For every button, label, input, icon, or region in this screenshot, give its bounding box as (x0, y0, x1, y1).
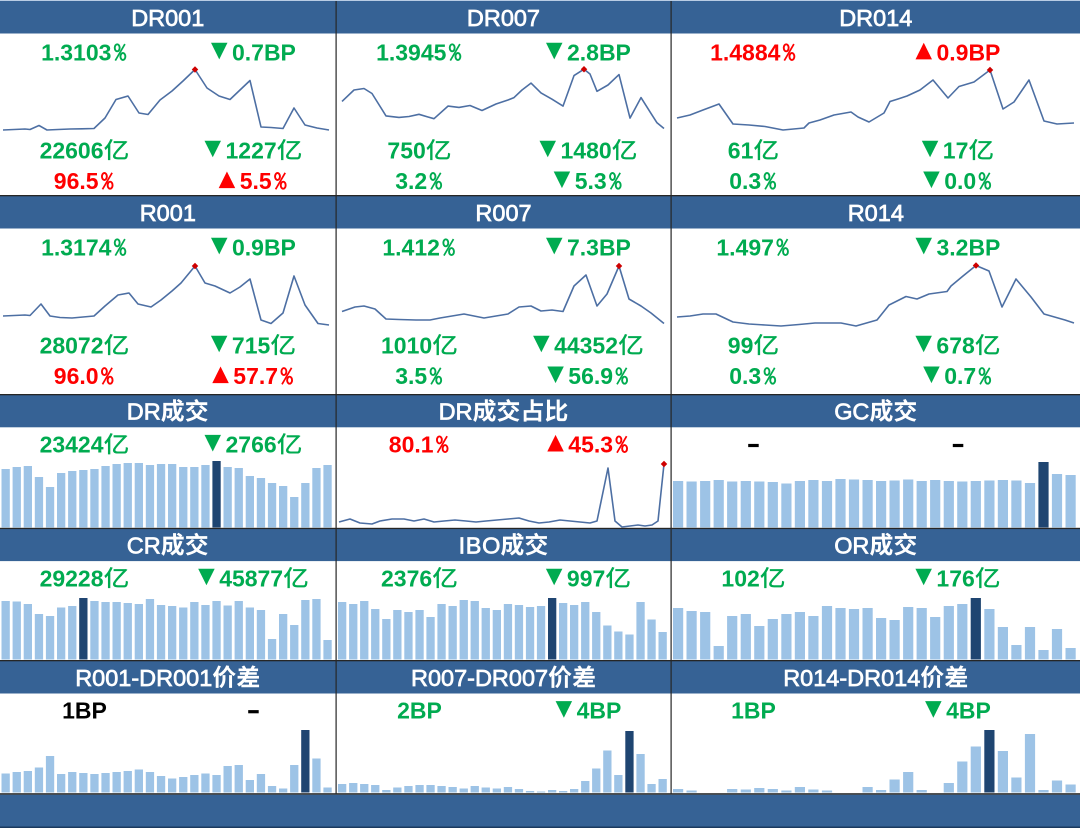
svg-text:5.5: 5.5 (240, 168, 272, 194)
svg-text:1BP: 1BP (62, 698, 107, 724)
svg-text:DR001: DR001 (131, 5, 204, 31)
svg-text:2376: 2376 (381, 565, 432, 591)
svg-text:DR014: DR014 (839, 5, 912, 31)
svg-text:R001: R001 (140, 200, 196, 226)
svg-text:R001-DR001: R001-DR001 (75, 665, 212, 691)
svg-text:0.9BP: 0.9BP (232, 234, 296, 260)
svg-text:22606: 22606 (40, 137, 104, 163)
svg-text:DR: DR (127, 399, 161, 425)
svg-text:IBO: IBO (459, 532, 501, 558)
svg-text:1BP: 1BP (731, 698, 776, 724)
svg-text:29228: 29228 (40, 565, 104, 591)
svg-text:45877: 45877 (219, 565, 283, 591)
svg-text:1227: 1227 (226, 137, 277, 163)
svg-text:80.1: 80.1 (389, 432, 434, 458)
svg-text:2766: 2766 (226, 432, 277, 458)
svg-text:GC: GC (834, 399, 869, 425)
svg-text:DR: DR (439, 399, 473, 425)
svg-text:23424: 23424 (40, 432, 104, 458)
svg-text:0.7BP: 0.7BP (232, 39, 296, 65)
svg-text:1.4884: 1.4884 (710, 39, 781, 65)
svg-text:1.3174: 1.3174 (41, 234, 112, 260)
svg-text:R014: R014 (848, 200, 904, 226)
svg-text:678: 678 (936, 332, 975, 358)
svg-text:1.497: 1.497 (716, 234, 774, 260)
svg-text:99: 99 (728, 332, 754, 358)
svg-text:R007-DR007: R007-DR007 (411, 665, 548, 691)
svg-text:1.3945: 1.3945 (376, 39, 447, 65)
svg-text:28072: 28072 (40, 332, 104, 358)
svg-text:3.2BP: 3.2BP (937, 234, 1001, 260)
svg-text:0.9BP: 0.9BP (937, 39, 1001, 65)
svg-text:57.7: 57.7 (233, 363, 278, 389)
svg-text:2.8BP: 2.8BP (567, 39, 631, 65)
svg-text:750: 750 (387, 137, 425, 163)
svg-text:R007: R007 (475, 200, 531, 226)
svg-text:96.5: 96.5 (54, 168, 99, 194)
svg-text:3.5: 3.5 (395, 363, 427, 389)
svg-text:0.7: 0.7 (944, 363, 976, 389)
svg-text:DR007: DR007 (467, 5, 540, 31)
svg-text:2BP: 2BP (397, 698, 442, 724)
svg-text:1.412: 1.412 (382, 234, 440, 260)
svg-text:1480: 1480 (561, 137, 612, 163)
svg-text:4BP: 4BP (946, 698, 991, 724)
svg-text:3.2: 3.2 (395, 168, 427, 194)
svg-text:102: 102 (721, 565, 759, 591)
svg-text:96.0: 96.0 (54, 363, 99, 389)
svg-text:5.3: 5.3 (575, 168, 607, 194)
svg-text:R014-DR014: R014-DR014 (783, 665, 920, 691)
svg-text:61: 61 (728, 137, 754, 163)
svg-text:0.3: 0.3 (729, 363, 761, 389)
svg-text:0.3: 0.3 (729, 168, 761, 194)
svg-text:1.3103: 1.3103 (41, 39, 111, 65)
svg-text:715: 715 (232, 332, 271, 358)
svg-text:4BP: 4BP (577, 698, 622, 724)
svg-text:176: 176 (936, 565, 974, 591)
svg-text:45.3: 45.3 (568, 432, 613, 458)
svg-text:OR: OR (834, 532, 869, 558)
svg-text:1010: 1010 (381, 332, 432, 358)
svg-text:7.3BP: 7.3BP (567, 234, 631, 260)
svg-text:997: 997 (567, 565, 605, 591)
svg-text:0.0: 0.0 (944, 168, 976, 194)
svg-text:56.9: 56.9 (568, 363, 613, 389)
svg-text:CR: CR (127, 532, 161, 558)
svg-text:44352: 44352 (554, 332, 618, 358)
svg-text:17: 17 (943, 137, 969, 163)
